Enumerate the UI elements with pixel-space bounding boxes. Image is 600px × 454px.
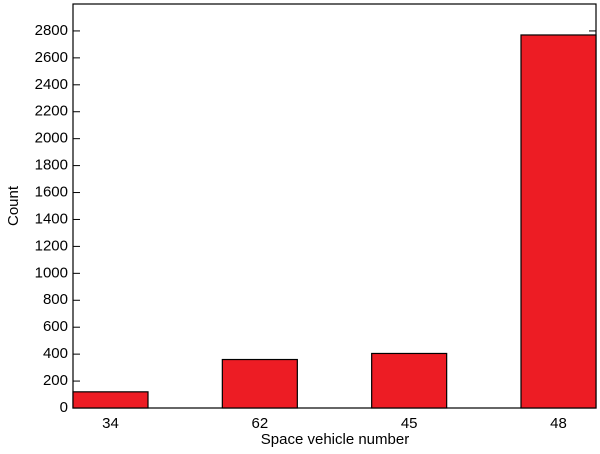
x-axis-title: Space vehicle number xyxy=(261,431,409,448)
y-tick-label: 2000 xyxy=(35,130,68,147)
y-tick-label: 1600 xyxy=(35,184,68,201)
y-tick-label: 1800 xyxy=(35,157,68,174)
bar xyxy=(371,352,448,409)
y-tick-label: 0 xyxy=(60,399,68,416)
x-tick-label: 34 xyxy=(102,415,119,432)
x-tick-label: 48 xyxy=(550,415,567,432)
y-tick-label: 2800 xyxy=(35,22,68,39)
bar xyxy=(520,34,597,409)
y-tick-label: 1400 xyxy=(35,210,68,227)
y-axis-title: Count xyxy=(5,185,22,226)
x-tick-label: 45 xyxy=(401,415,418,432)
x-tick-label: 62 xyxy=(251,415,268,432)
y-tick-label: 800 xyxy=(43,291,68,308)
y-tick-label: 200 xyxy=(43,372,68,389)
bar xyxy=(221,358,298,409)
y-tick-label: 1200 xyxy=(35,237,68,254)
bar xyxy=(72,391,149,409)
y-tick-label: 2600 xyxy=(35,49,68,66)
plot-frame xyxy=(72,3,597,409)
y-tick-label: 600 xyxy=(43,318,68,335)
y-tick-label: 400 xyxy=(43,345,68,362)
y-tick-label: 2400 xyxy=(35,76,68,93)
y-tick-label: 2200 xyxy=(35,103,68,120)
y-tick-label: 1000 xyxy=(35,264,68,281)
